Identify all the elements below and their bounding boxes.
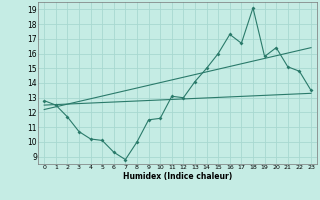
X-axis label: Humidex (Indice chaleur): Humidex (Indice chaleur)	[123, 172, 232, 181]
